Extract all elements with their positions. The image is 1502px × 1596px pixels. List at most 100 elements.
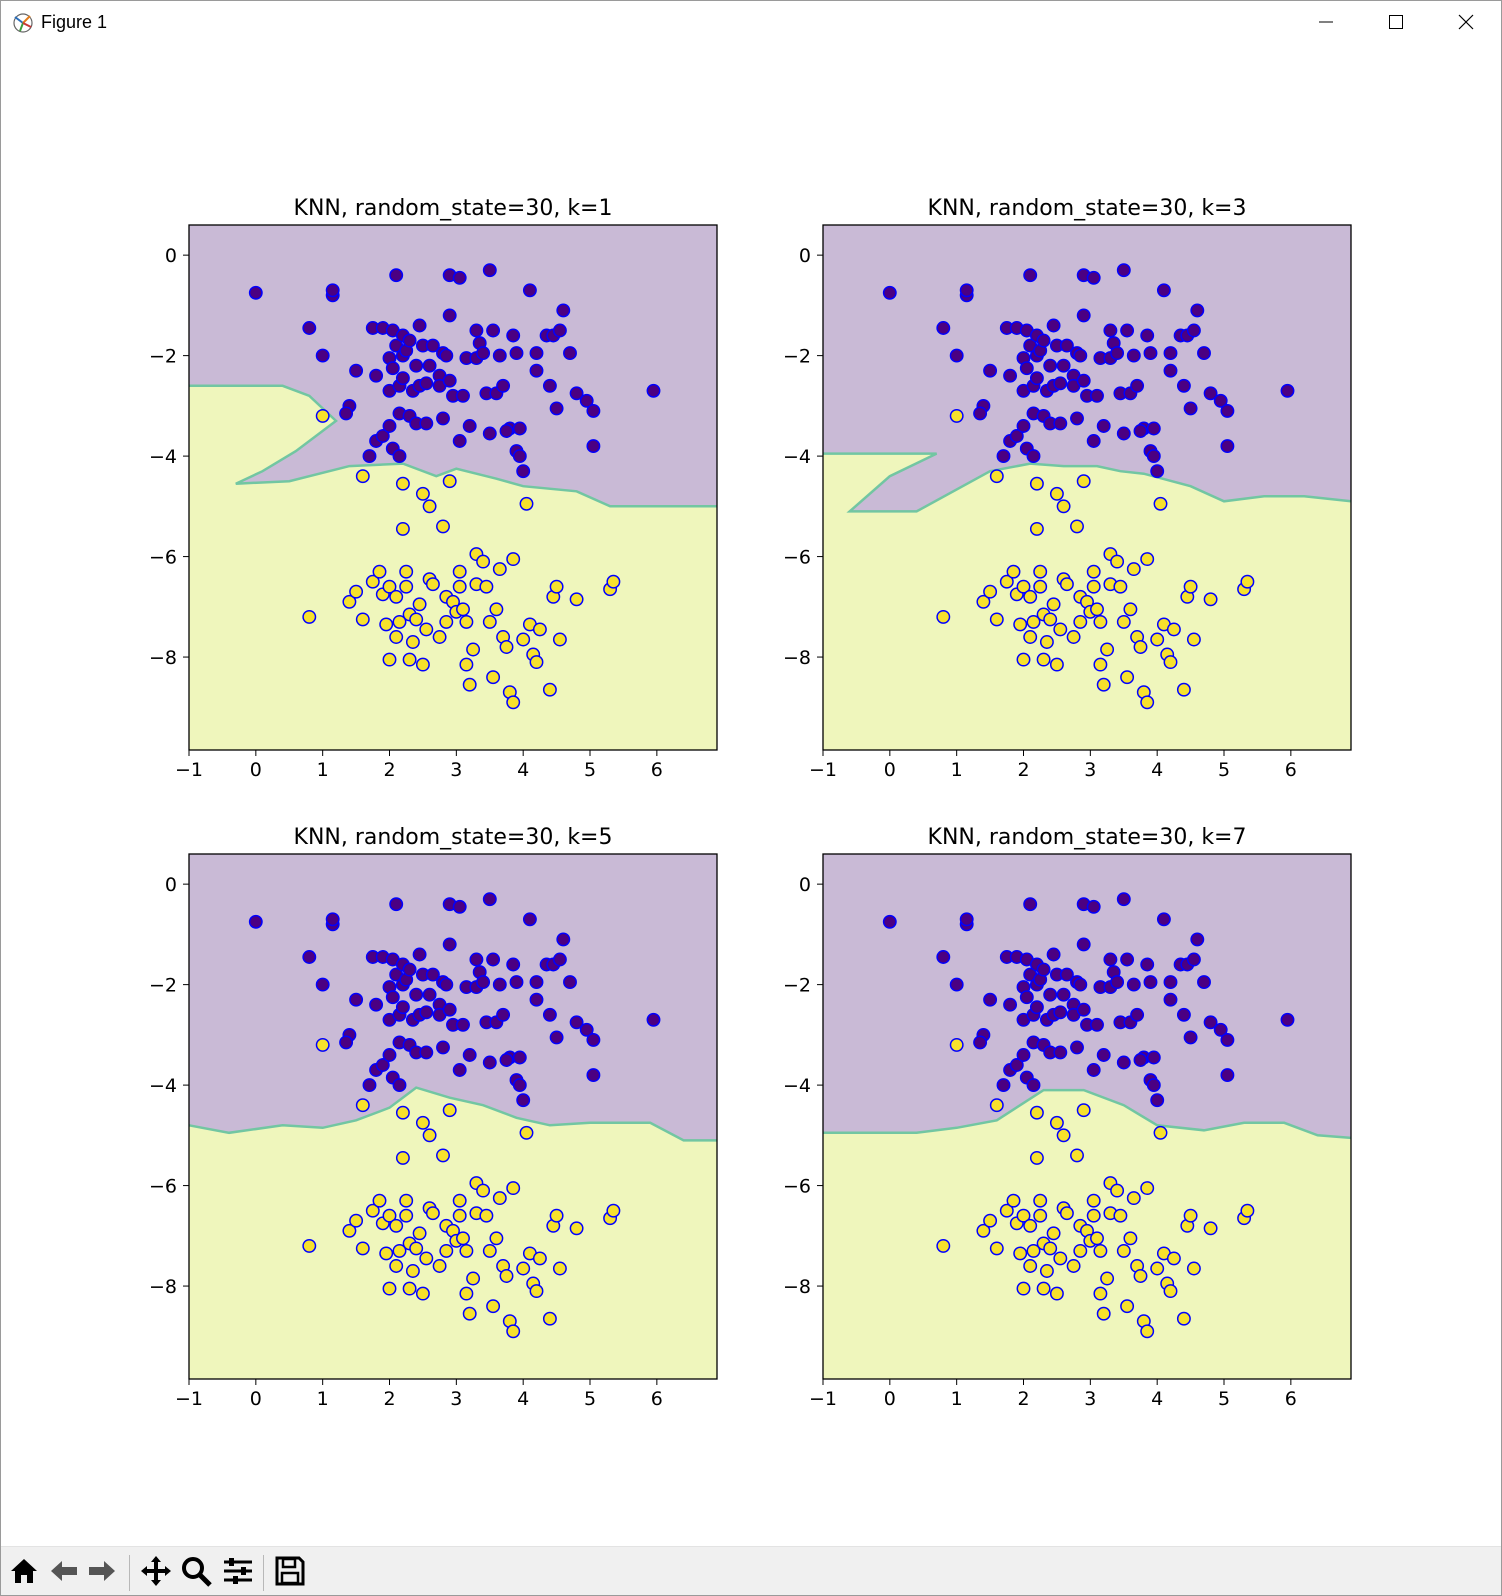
zoom-button[interactable]	[177, 1554, 215, 1592]
data-point-class1	[983, 584, 998, 599]
data-point-class1	[1056, 499, 1071, 514]
data-point-class1	[1163, 655, 1178, 670]
x-tick-label: 6	[651, 759, 663, 781]
figure-svg: −1 0 1 2 3 4 5 6 0 −2 −4 −6 −8 KNN, random_state=30, …	[149, 196, 1352, 1410]
x-tick-label: 0	[884, 759, 896, 781]
data-point-class1	[519, 496, 534, 511]
data-point-class0	[409, 987, 424, 1002]
data-point-class1	[409, 1241, 424, 1256]
data-point-class1	[302, 1238, 317, 1253]
data-point-class1	[389, 630, 404, 644]
data-point-class1	[1029, 521, 1044, 536]
data-point-class1	[989, 469, 1004, 484]
data-point-class1	[506, 695, 521, 710]
data-point-class0	[476, 975, 491, 990]
data-point-class0	[1220, 403, 1235, 418]
data-point-class0	[382, 1048, 397, 1062]
data-point-class1	[389, 1259, 404, 1273]
data-point-class0	[1116, 263, 1131, 278]
forward-button[interactable]	[83, 1554, 121, 1592]
data-point-class0	[462, 419, 477, 433]
data-point-class0	[1053, 416, 1068, 431]
data-point-class1	[452, 564, 467, 579]
data-point-class0	[369, 368, 384, 383]
data-point-class0	[302, 321, 317, 335]
data-point-class1	[372, 1193, 387, 1208]
x-tick-label: 5	[584, 759, 596, 781]
data-point-class0	[392, 1078, 407, 1093]
data-point-class0	[382, 419, 397, 433]
data-point-class1	[1150, 1261, 1165, 1276]
configure-subplots-button[interactable]	[219, 1554, 257, 1592]
window-title: Figure 1	[41, 12, 108, 32]
minimize-button[interactable]	[1291, 1, 1361, 46]
data-point-class0	[542, 1007, 557, 1022]
data-point-class0	[442, 1002, 457, 1017]
data-point-class1	[1053, 622, 1068, 637]
y-tick-label: −2	[783, 975, 811, 997]
data-point-class0	[586, 403, 601, 418]
data-point-class0	[1090, 388, 1104, 403]
data-point-class0	[1150, 464, 1165, 479]
data-point-class1	[549, 1208, 564, 1223]
data-point-class0	[586, 439, 601, 454]
save-button[interactable]	[271, 1554, 309, 1592]
data-point-class1	[432, 630, 447, 644]
x-tick-label: −1	[175, 759, 203, 781]
x-tick-label: 4	[517, 1388, 529, 1410]
close-button[interactable]	[1431, 1, 1501, 46]
data-point-class1	[1140, 552, 1155, 567]
data-point-class1	[405, 635, 420, 649]
x-tick-label: 2	[1017, 1388, 1029, 1410]
data-point-class1	[1036, 1281, 1051, 1296]
y-tick-label: −4	[783, 446, 811, 468]
pan-button[interactable]	[137, 1554, 175, 1592]
data-point-class1	[1140, 1181, 1155, 1196]
x-tick-label: 5	[584, 1388, 596, 1410]
y-tick-label: 0	[799, 874, 811, 896]
data-point-class1	[1116, 614, 1131, 629]
home-button[interactable]	[5, 1554, 43, 1592]
decision-boundary	[188, 1086, 717, 1142]
data-point-class1	[315, 1037, 330, 1052]
back-button[interactable]	[45, 1554, 83, 1592]
data-point-class0	[1026, 449, 1041, 464]
minimize-icon	[1318, 14, 1334, 34]
axes-frame	[822, 853, 1352, 1380]
data-point-class1	[1093, 614, 1108, 629]
data-point-class1	[989, 612, 1004, 627]
data-point-class1	[1006, 1193, 1021, 1208]
data-point-class1	[989, 1098, 1004, 1113]
data-point-class0	[419, 1005, 434, 1020]
data-point-class1	[395, 476, 410, 491]
title-bar[interactable]: Figure 1	[1, 1, 1501, 46]
decision-region-class0	[823, 854, 1351, 1138]
data-point-class0	[436, 1040, 450, 1055]
data-point-class1	[1093, 1243, 1108, 1258]
data-point-class0	[949, 977, 964, 992]
data-point-class1	[1033, 1193, 1048, 1208]
x-tick-label: 1	[951, 1388, 963, 1410]
data-point-class0	[1203, 386, 1218, 401]
data-point-class1	[459, 657, 474, 672]
x-tick-label: 2	[1017, 759, 1029, 781]
data-point-class1	[936, 1238, 951, 1253]
maximize-button[interactable]	[1361, 1, 1431, 46]
data-point-class1	[1240, 574, 1255, 589]
figure-canvas[interactable]: −1 0 1 2 3 4 5 6 0 −2 −4 −6 −8 KNN, random_state=30, …	[1, 46, 1501, 1546]
data-point-class0	[983, 363, 998, 378]
data-point-class1	[1076, 474, 1091, 489]
data-point-class1	[432, 1259, 447, 1273]
data-point-class0	[506, 957, 521, 972]
data-point-class1	[999, 1203, 1014, 1218]
data-point-class1	[1090, 602, 1104, 617]
data-point-class0	[1029, 1000, 1044, 1015]
data-point-class1	[436, 1148, 450, 1163]
data-point-class0	[1143, 975, 1158, 990]
data-point-class0	[522, 912, 537, 927]
data-point-class1	[302, 609, 317, 624]
data-point-class0	[456, 388, 470, 403]
data-point-class0	[482, 426, 497, 441]
data-point-class1	[506, 1324, 521, 1339]
data-point-class0	[1086, 270, 1101, 285]
